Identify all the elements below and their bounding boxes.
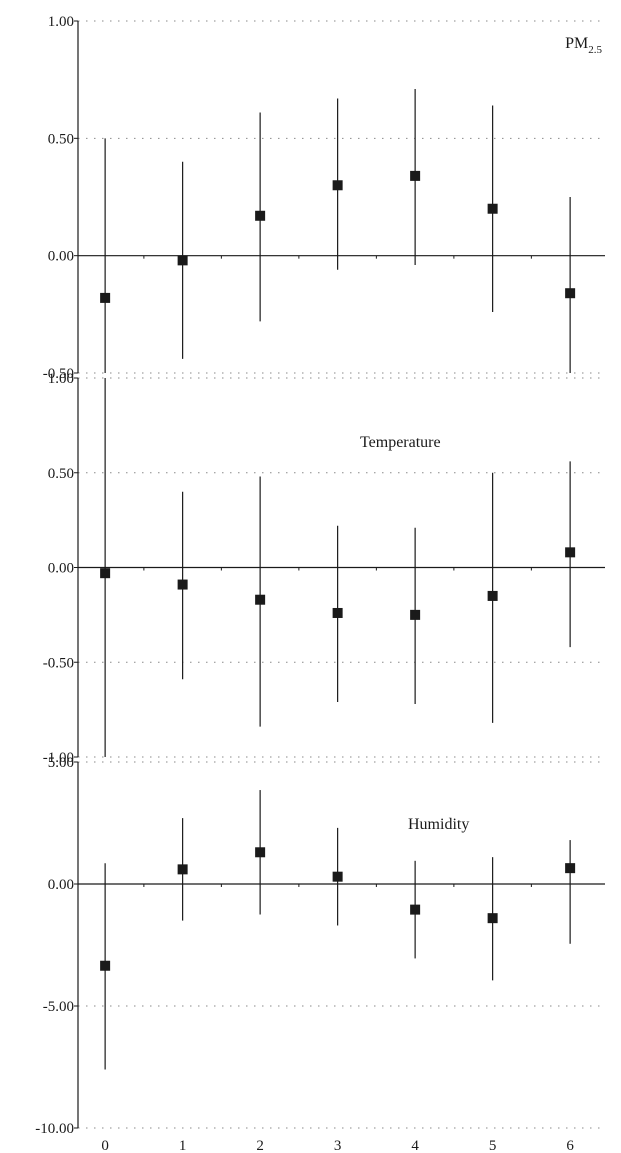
y-tick-label: -1.00 bbox=[43, 750, 74, 766]
x-tick-label: 3 bbox=[334, 1138, 342, 1153]
y-tick-label: 1.00 bbox=[48, 371, 74, 387]
point-marker bbox=[100, 292, 111, 303]
point-marker bbox=[255, 210, 266, 221]
panel-title-text: PM bbox=[565, 35, 588, 52]
point-marker bbox=[565, 547, 576, 558]
y-tick-label: 0.00 bbox=[48, 249, 74, 265]
point-marker bbox=[177, 864, 188, 875]
point-marker bbox=[565, 288, 576, 299]
point-marker bbox=[410, 170, 421, 181]
x-tick-label: 4 bbox=[411, 1138, 419, 1153]
panel-title-subscript: 2.5 bbox=[588, 44, 602, 56]
point-marker bbox=[255, 847, 266, 858]
x-tick-label: 1 bbox=[179, 1138, 187, 1153]
panel-title: PM2.5 bbox=[565, 35, 602, 56]
point-marker bbox=[177, 255, 188, 266]
x-tick-label: 6 bbox=[566, 1138, 574, 1153]
point-marker bbox=[410, 609, 421, 620]
y-tick-label: -0.50 bbox=[43, 366, 74, 382]
y-tick-label: 1.00 bbox=[48, 14, 74, 30]
panel-0: -0.50 0.00 0.50 1.00 PM2.5 bbox=[43, 14, 605, 382]
panel-title: Temperature bbox=[360, 434, 441, 451]
y-tick-label: -10.00 bbox=[35, 1121, 74, 1137]
panel-2: -10.00 -5.00 0.00 5.00 Humidity 0 1 2 3 4 5 6 bbox=[35, 755, 605, 1153]
point-marker bbox=[100, 568, 111, 579]
y-tick-label: -5.00 bbox=[43, 999, 74, 1015]
y-tick-label: 0.50 bbox=[48, 466, 74, 482]
panel-1: -1.00 -0.50 0.00 0.50 1.00 Temperature bbox=[43, 371, 605, 766]
point-marker bbox=[332, 607, 343, 618]
point-marker bbox=[255, 594, 266, 605]
point-marker bbox=[332, 871, 343, 882]
panel-title-text: Temperature bbox=[360, 434, 441, 451]
y-tick-label: -0.50 bbox=[43, 655, 74, 671]
panel-title: Humidity bbox=[408, 816, 469, 833]
point-marker bbox=[410, 904, 421, 915]
point-marker bbox=[487, 590, 498, 601]
y-tick-label: 0.50 bbox=[48, 131, 74, 147]
y-tick-label: 5.00 bbox=[48, 755, 74, 771]
x-tick-label: 0 bbox=[101, 1138, 109, 1153]
y-tick-label: 0.00 bbox=[48, 561, 74, 577]
y-tick-label: 0.00 bbox=[48, 877, 74, 893]
panel-title-text: Humidity bbox=[408, 816, 469, 833]
x-tick-label: 2 bbox=[256, 1138, 264, 1153]
point-marker bbox=[332, 180, 343, 191]
point-marker bbox=[100, 960, 111, 971]
point-marker bbox=[487, 913, 498, 924]
point-marker bbox=[487, 203, 498, 214]
point-marker bbox=[565, 863, 576, 874]
x-tick-label: 5 bbox=[489, 1138, 497, 1153]
point-marker bbox=[177, 579, 188, 590]
